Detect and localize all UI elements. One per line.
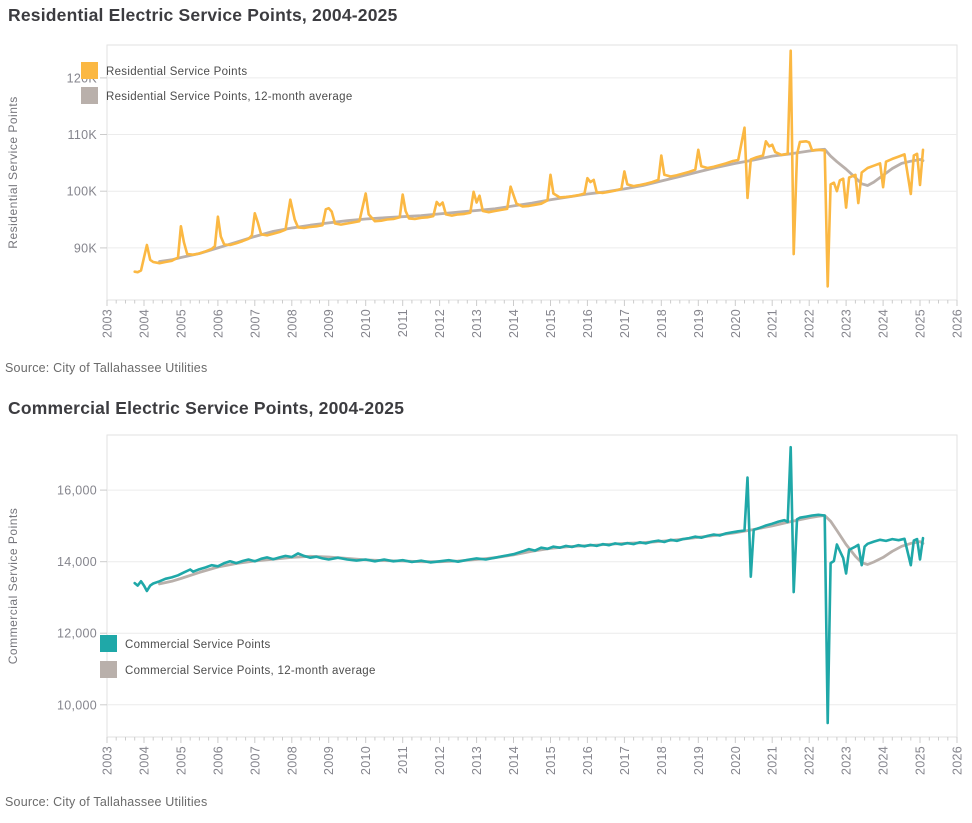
x-tick-label: 2016 <box>581 746 595 775</box>
x-tick-label: 2007 <box>248 746 262 775</box>
x-tick-label: 2018 <box>655 309 669 338</box>
x-tick-label: 2014 <box>507 746 521 775</box>
commercial-service-points-legend-swatch <box>100 635 117 652</box>
x-tick-label: 2013 <box>470 746 484 775</box>
x-tick-label: 2017 <box>618 309 632 338</box>
x-tick-label: 2012 <box>433 309 447 338</box>
x-tick-label: 2010 <box>359 309 373 338</box>
x-tick-label: 2005 <box>174 746 188 775</box>
y-tick-label: 100K <box>67 185 98 199</box>
x-tick-label: 2020 <box>729 309 743 338</box>
y-tick-label: 14,000 <box>57 555 97 569</box>
x-tick-label: 2026 <box>951 746 965 775</box>
x-tick-label: 2006 <box>211 746 225 775</box>
x-tick-label: 2004 <box>138 746 152 775</box>
x-tick-label: 2024 <box>877 746 891 775</box>
commercial-service-points-line <box>133 445 925 725</box>
x-tick-label: 2025 <box>914 309 928 338</box>
y-tick-label: 16,000 <box>57 484 97 498</box>
x-tick-label: 2011 <box>396 746 410 774</box>
commercial-service-points-12-month-average-legend-swatch <box>100 661 117 678</box>
x-tick-label: 2006 <box>211 309 225 338</box>
x-tick-label: 2009 <box>322 309 336 338</box>
x-tick-label: 2005 <box>174 309 188 338</box>
x-tick-label: 2014 <box>507 309 521 338</box>
x-tick-label: 2012 <box>433 746 447 775</box>
x-tick-label: 2023 <box>840 309 854 338</box>
commercial-chart-title: Commercial Electric Service Points, 2004… <box>8 398 405 418</box>
x-tick-label: 2024 <box>877 309 891 338</box>
x-tick-label: 2004 <box>138 309 152 338</box>
residential-source-note: Source: City of Tallahassee Utilities <box>5 361 208 375</box>
y-tick-label: 10,000 <box>57 698 97 712</box>
x-tick-label: 2019 <box>692 746 706 775</box>
x-tick-label: 2022 <box>803 746 817 775</box>
residential-service-points-12-month-average-line <box>158 147 925 263</box>
commercial-source-note: Source: City of Tallahassee Utilities <box>5 795 208 809</box>
x-tick-label: 2015 <box>544 309 558 338</box>
residential-chart-title: Residential Electric Service Points, 200… <box>8 5 398 25</box>
x-tick-label: 2021 <box>766 309 780 338</box>
x-tick-label: 2025 <box>914 746 928 775</box>
x-tick-label: 2008 <box>285 309 299 338</box>
x-tick-label: 2017 <box>618 746 632 775</box>
x-tick-label: 2008 <box>285 746 299 775</box>
residential-service-points-12-month-average-legend-swatch <box>81 87 98 104</box>
x-tick-label: 2003 <box>101 746 115 775</box>
x-tick-label: 2015 <box>544 746 558 775</box>
residential-service-points-line <box>133 49 925 288</box>
x-tick-label: 2022 <box>803 309 817 338</box>
x-tick-label: 2003 <box>101 309 115 338</box>
x-tick-label: 2026 <box>951 309 965 338</box>
x-tick-label: 2019 <box>692 309 706 338</box>
y-axis-title: Residential Service Points <box>6 96 20 248</box>
legend-label: Residential Service Points <box>106 66 247 78</box>
x-tick-label: 2007 <box>248 309 262 338</box>
legend-label: Residential Service Points, 12-month ave… <box>106 91 353 103</box>
residential-chart: 120K110K100K90K2003200420052006200720082… <box>6 44 965 338</box>
x-tick-label: 2016 <box>581 309 595 338</box>
x-tick-label: 2010 <box>359 746 373 775</box>
commercial-service-points-12-month-average-line <box>158 514 925 586</box>
x-tick-label: 2020 <box>729 746 743 775</box>
legend-label: Commercial Service Points <box>125 639 271 651</box>
y-tick-label: 110K <box>68 128 98 142</box>
x-tick-label: 2023 <box>840 746 854 775</box>
x-tick-label: 2009 <box>322 746 336 775</box>
x-tick-label: 2013 <box>470 309 484 338</box>
y-axis-title: Commercial Service Points <box>6 508 20 665</box>
legend-label: Commercial Service Points, 12-month aver… <box>125 665 376 677</box>
residential-service-points-legend-swatch <box>81 62 98 79</box>
x-tick-label: 2021 <box>766 746 780 775</box>
x-tick-label: 2018 <box>655 746 669 775</box>
commercial-chart: 16,000 14,000 12,000 10,000 2003 2004 2005 2006… <box>6 434 965 775</box>
y-tick-label: 12,000 <box>57 627 97 641</box>
x-tick-label: 2011 <box>396 309 410 337</box>
y-tick-label: 90K <box>74 241 98 255</box>
